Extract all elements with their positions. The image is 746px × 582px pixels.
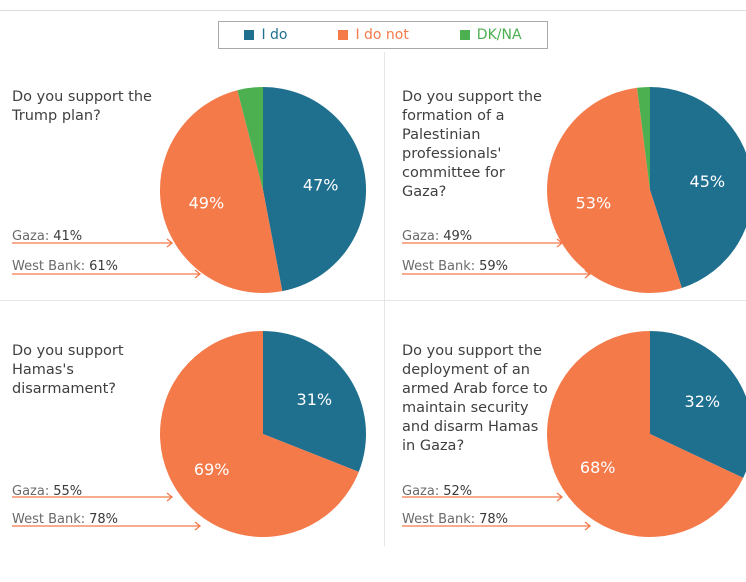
pie-slice-label: 45%	[690, 172, 726, 191]
stat-value: 41%	[53, 229, 83, 244]
stat-label: West Bank:	[402, 512, 476, 527]
stat-label: Gaza:	[402, 484, 440, 499]
stat-arrow-head	[556, 492, 564, 502]
question-text: Do you support the formation of a Palest…	[402, 89, 542, 200]
stat-west-bank: West Bank: 59%	[402, 259, 508, 274]
top-rule	[0, 10, 746, 11]
stat-arrow-head	[584, 521, 592, 531]
stat-label: Gaza:	[12, 229, 50, 244]
stat-label: West Bank:	[12, 259, 86, 274]
pie-slice-label: 69%	[194, 460, 230, 479]
vertical-divider	[384, 52, 385, 546]
stat-label: West Bank:	[12, 512, 86, 527]
stat-gaza: Gaza: 55%	[12, 484, 82, 499]
stat-value: 49%	[443, 229, 473, 244]
stat-gaza: Gaza: 52%	[402, 484, 472, 499]
pie-chart: 45% 53%	[402, 87, 746, 293]
legend-item-i-do: I do	[244, 27, 288, 43]
stat-value: 61%	[89, 259, 119, 274]
legend-item-i-do-not: I do not	[338, 27, 409, 43]
legend-label-i-do-not: I do not	[355, 27, 409, 43]
stat-value: 78%	[479, 512, 509, 527]
horizontal-divider	[0, 300, 746, 301]
pie-slice-label: 47%	[303, 176, 339, 195]
pie-slice-i-do-not	[547, 331, 744, 537]
chart-panel-trump-plan: Do you support the Trump plan? 47% 49% Ga…	[12, 87, 382, 328]
legend-swatch-dk-na	[459, 30, 470, 40]
question-text: Do you support the Trump plan?	[12, 89, 152, 124]
pie-chart: 47% 49%	[12, 87, 367, 294]
pie-slice-label: 31%	[297, 390, 333, 409]
pie-slice-dk-na	[237, 87, 263, 190]
stat-arrow-head	[194, 521, 202, 531]
stat-label: Gaza:	[402, 229, 440, 244]
pie-slice-i-do	[650, 331, 746, 478]
question-text: Do you support the deployment of an arme…	[402, 343, 548, 454]
stat-value: 59%	[479, 259, 509, 274]
stat-arrow-head	[194, 269, 202, 279]
stat-arrow-head	[166, 238, 174, 248]
legend-label-i-do: I do	[261, 27, 288, 43]
pie-chart: 32% 68%	[402, 331, 746, 537]
pie-slice-dk-na	[637, 87, 650, 190]
question-text: Do you support Hamas's disarmament?	[12, 343, 124, 397]
chart-panel-arab-force: Do you support the deployment of an arme…	[402, 331, 746, 582]
stat-gaza: Gaza: 49%	[402, 229, 472, 244]
pie-slice-i-do	[263, 87, 367, 292]
stat-value: 78%	[89, 512, 119, 527]
pie-chart: 31% 69%	[12, 331, 367, 537]
stat-west-bank: West Bank: 61%	[12, 259, 118, 274]
pie-slice-label: 68%	[580, 458, 616, 477]
stat-gaza: Gaza: 41%	[12, 229, 82, 244]
stat-arrow-head	[166, 492, 174, 502]
pie-slice-label: 49%	[189, 194, 225, 213]
pie-slice-i-do	[263, 331, 367, 472]
legend: I do I do not DK/NA	[218, 21, 548, 49]
legend-swatch-i-do-not	[338, 30, 349, 40]
chart-panel-professionals-committee: Do you support the formation of a Palest…	[402, 87, 746, 328]
pie-slice-i-do-not	[547, 87, 682, 293]
pie-slice-i-do-not	[159, 90, 283, 294]
stat-arrow-head	[556, 238, 564, 248]
pie-slice-label: 53%	[576, 194, 612, 213]
stat-west-bank: West Bank: 78%	[12, 512, 118, 527]
pie-slice-label: 32%	[685, 392, 721, 411]
chart-panel-hamas-disarmament: Do you support Hamas's disarmament? 31% 6…	[12, 331, 382, 582]
stat-label: West Bank:	[402, 259, 476, 274]
legend-label-dk-na: DK/NA	[476, 27, 522, 43]
pie-slice-i-do	[650, 87, 746, 288]
stat-west-bank: West Bank: 78%	[402, 512, 508, 527]
stat-value: 55%	[53, 484, 83, 499]
stat-arrow-head	[584, 269, 592, 279]
stat-value: 52%	[443, 484, 473, 499]
legend-item-dk-na: DK/NA	[459, 27, 522, 43]
pie-slice-i-do-not	[160, 331, 359, 537]
legend-swatch-i-do	[244, 30, 255, 40]
stat-label: Gaza:	[12, 484, 50, 499]
